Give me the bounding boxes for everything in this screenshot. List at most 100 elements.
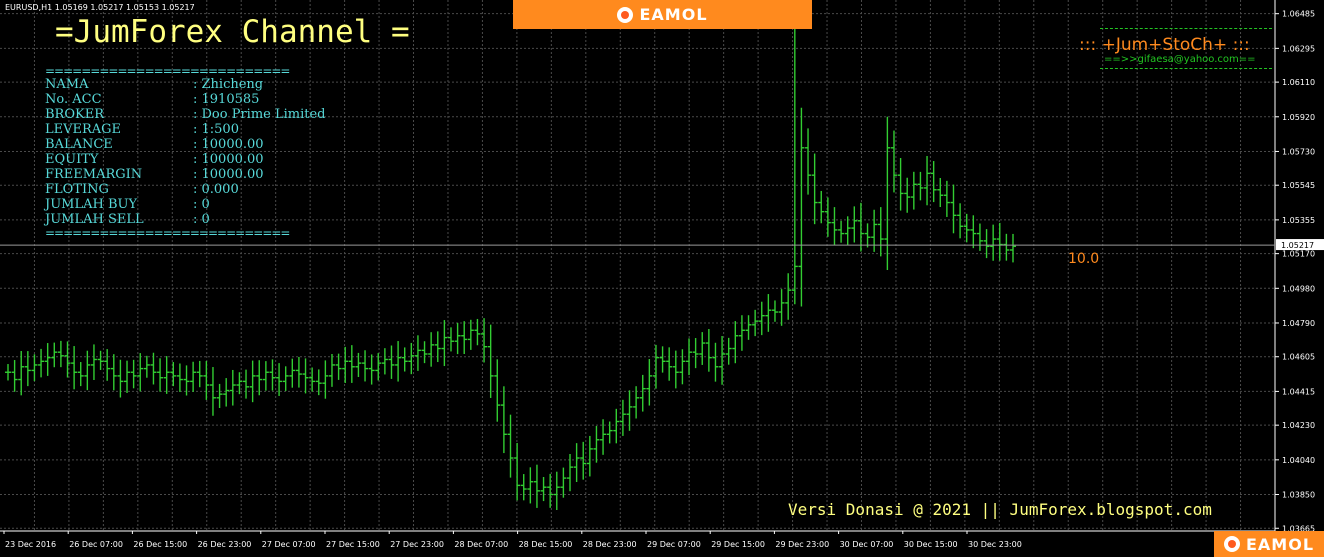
price-bar (157, 358, 164, 392)
price-bar (547, 473, 554, 508)
price-tick-label: 1.05730 (1282, 147, 1315, 156)
account-info-label: JUMLAH BUY (45, 197, 138, 212)
price-tick-label: 1.04980 (1282, 284, 1315, 293)
price-bar (428, 332, 435, 367)
price-bar (897, 158, 904, 211)
time-tick-label: 30 Dec 23:00 (968, 540, 1022, 549)
chart-grid (0, 0, 1275, 531)
time-tick-label: 23 Dec 2016 (5, 540, 56, 549)
price-bar (143, 355, 150, 378)
price-bar (269, 359, 276, 391)
price-tick-label: 1.06110 (1282, 78, 1315, 87)
price-bar (639, 374, 646, 412)
price-bar (434, 331, 441, 363)
price-bar (573, 443, 580, 483)
price-bar (355, 352, 362, 377)
price-bar (798, 107, 805, 307)
account-info-row: BROKER: Doo Prime Limited (45, 107, 326, 122)
price-bar (236, 372, 243, 395)
price-bar (170, 362, 177, 387)
price-bar (957, 203, 964, 239)
price-bar (467, 319, 474, 350)
price-tick-label: 1.05355 (1282, 216, 1315, 225)
price-bar (633, 386, 640, 419)
price-bar (1010, 233, 1016, 263)
price-bar (937, 178, 944, 208)
price-bar (738, 315, 745, 351)
price-bar (805, 128, 812, 195)
time-tick-label: 29 Dec 23:00 (775, 540, 829, 549)
price-bar (24, 351, 31, 387)
price-bar (963, 213, 970, 243)
time-tick-label: 26 Dec 07:00 (69, 540, 123, 549)
price-bar (699, 332, 706, 365)
price-bar (626, 390, 633, 431)
price-bar (104, 349, 111, 381)
top-brand-banner[interactable]: EAMOL (513, 0, 812, 29)
time-tick-label: 28 Dec 23:00 (583, 540, 637, 549)
price-bar (619, 399, 626, 436)
account-info-row: LEVERAGE: 1:500 (45, 122, 289, 137)
price-axis: 1.06485 1.06295 1.06110 1.05920 1.05730 1.055… (0, 0, 1324, 533)
indicator-line-bottom (1100, 68, 1272, 69)
price-bar (507, 414, 514, 478)
price-bar (494, 359, 501, 422)
price-bar (904, 177, 911, 213)
price-bar (342, 346, 349, 384)
account-info-label: NAMA (45, 77, 89, 92)
price-bar (11, 360, 18, 392)
bottom-brand-banner[interactable]: EAMOL (1214, 531, 1324, 557)
price-bar (474, 318, 481, 346)
price-bar (381, 348, 388, 375)
account-info-label: LEVERAGE (45, 122, 122, 137)
price-bar (930, 161, 937, 203)
price-bar (282, 366, 289, 391)
panel-separator-bottom: =========================== (45, 226, 290, 240)
account-info-value: : 0 (193, 212, 210, 227)
account-info-value: : 10000.00 (193, 167, 264, 182)
brand-name: EAMOL (639, 5, 708, 24)
price-bars (5, 0, 1016, 511)
account-info-row: JUMLAH SELL: 0 (45, 212, 289, 227)
price-bar (348, 345, 355, 383)
time-tick-label: 27 Dec 23:00 (390, 540, 444, 549)
price-bar (243, 369, 250, 399)
symbol-title: EURUSD,H1 1.05169 1.05217 1.05153 1.0521… (5, 3, 195, 12)
price-bar (646, 359, 653, 406)
price-bar (117, 359, 124, 398)
price-bar (672, 350, 679, 389)
price-bar (368, 354, 375, 385)
price-tick-label: 1.06485 (1282, 10, 1315, 19)
price-bar (447, 327, 454, 352)
price-bar (500, 386, 507, 454)
account-info-row: NAMA: Zhicheng (45, 77, 289, 92)
time-tick-label: 27 Dec 15:00 (326, 540, 380, 549)
price-bar (421, 341, 428, 364)
price-tick-label: 1.03665 (1282, 524, 1315, 533)
brand-name-bottom: EAMOL (1245, 534, 1315, 554)
price-bar (567, 453, 574, 492)
price-bar (785, 273, 792, 320)
price-tick-label: 1.03850 (1282, 491, 1315, 500)
price-bar (44, 343, 51, 376)
price-bar (851, 206, 858, 243)
price-bar (679, 349, 686, 385)
account-info-label: FLOTING (45, 182, 109, 197)
price-bar (137, 353, 144, 392)
price-bar (890, 130, 897, 193)
account-info-label: EQUITY (45, 152, 99, 167)
price-bar (520, 474, 527, 501)
price-bar (712, 342, 719, 382)
price-bar (38, 348, 45, 378)
price-bar (560, 467, 567, 498)
price-bar (745, 315, 752, 340)
eamol-logo-icon (617, 6, 634, 23)
price-tick-label: 1.04040 (1282, 456, 1315, 465)
price-bar (229, 369, 236, 406)
time-tick-label: 27 Dec 07:00 (262, 540, 316, 549)
channel-title: =JumForex Channel = (55, 14, 410, 50)
time-axis: 23 Dec 2016 26 Dec 07:00 26 Dec 15:00 26 De… (0, 530, 1275, 549)
indicator-line-top (1100, 28, 1272, 29)
